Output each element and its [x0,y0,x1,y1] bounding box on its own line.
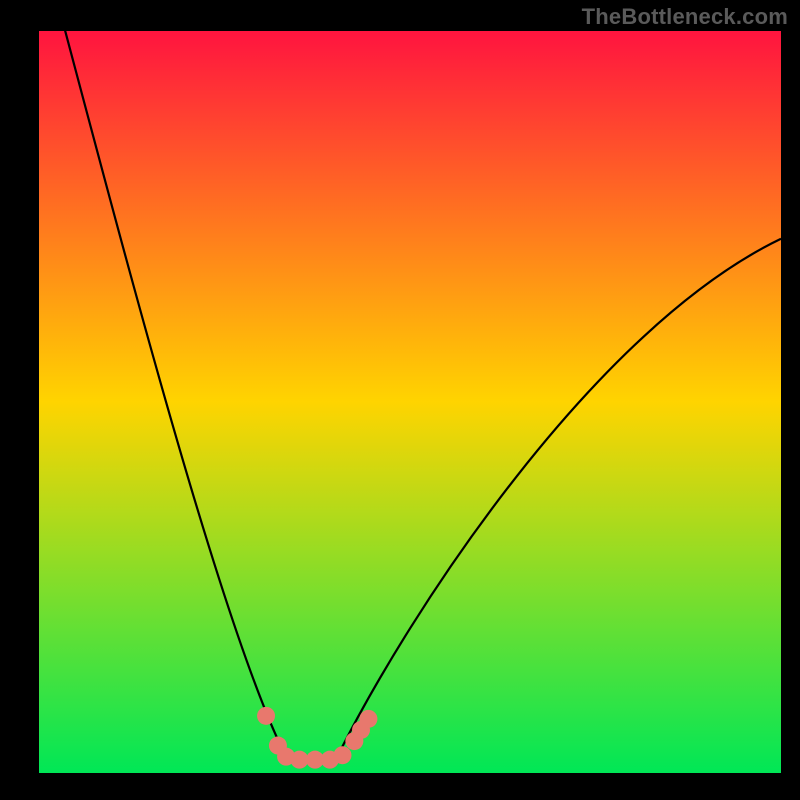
data-point [290,751,308,769]
data-point [333,746,351,764]
bottleneck-curve [61,16,781,759]
data-point [257,707,275,725]
chart-frame: TheBottleneck.com [0,0,800,800]
curve-layer [0,0,800,800]
data-point [359,710,377,728]
